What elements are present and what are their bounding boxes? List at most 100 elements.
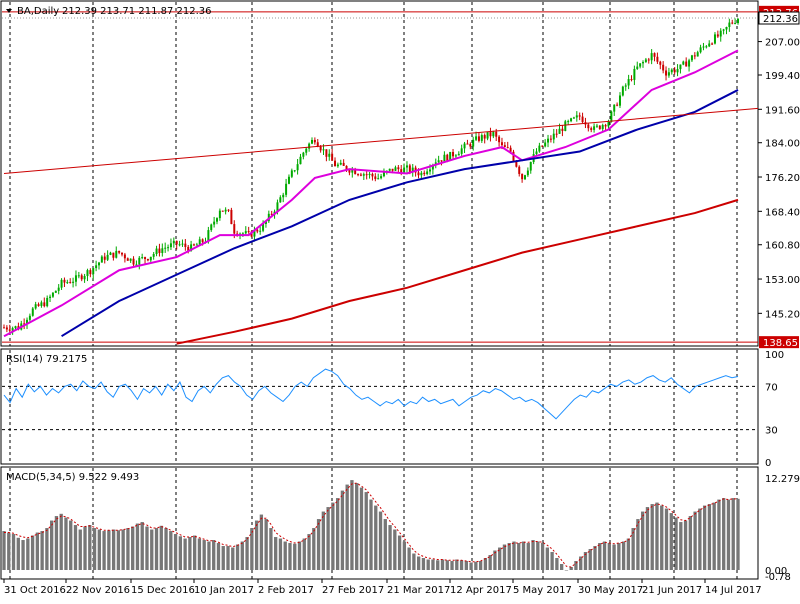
candle-body	[97, 262, 100, 266]
candle-body	[604, 125, 607, 127]
candle-body	[561, 128, 564, 131]
macd-histogram-bar	[598, 543, 602, 570]
candle-body	[233, 224, 236, 234]
price-tick-label: 199.40	[765, 71, 800, 82]
candle-body	[282, 194, 285, 198]
candle-body	[581, 116, 584, 123]
price-tick-label: 145.20	[765, 309, 800, 320]
candle-body	[109, 252, 112, 255]
macd-histogram-bar	[559, 564, 564, 570]
macd-histogram-bar	[564, 570, 569, 571]
candle-body	[380, 176, 383, 179]
candle-body	[336, 164, 339, 167]
macd-histogram-bar	[307, 534, 311, 570]
macd-histogram-bar	[688, 516, 692, 570]
macd-histogram-bar	[550, 552, 554, 570]
candle-body	[192, 244, 195, 246]
rsi-tick-label: 70	[765, 382, 778, 393]
price-tick-label: 176.20	[765, 173, 800, 184]
candle-body	[426, 171, 429, 175]
macd-panel[interactable]	[0, 466, 759, 580]
candle-body	[541, 145, 544, 147]
candle-body	[403, 167, 406, 173]
price-panel[interactable]	[0, 0, 759, 347]
candle-body	[653, 53, 656, 57]
candle-body	[429, 169, 432, 172]
macd-histogram-bar	[459, 560, 464, 570]
macd-histogram-bar	[335, 498, 340, 570]
candle-body	[34, 304, 37, 309]
price-tick-label: 168.40	[765, 207, 800, 218]
candle-body	[728, 22, 731, 28]
price-tick-label: 153.00	[765, 275, 800, 286]
macd-histogram-bar	[450, 561, 454, 570]
candle-body	[129, 258, 132, 261]
candle-body	[331, 153, 334, 161]
macd-histogram-bar	[245, 537, 249, 570]
macd-histogram-bar	[712, 502, 716, 570]
macd-histogram-bar	[388, 525, 392, 570]
candle-body	[420, 172, 423, 176]
macd-histogram-bar	[50, 520, 54, 570]
candle-body	[475, 136, 478, 140]
candle-body	[702, 46, 705, 48]
rsi-panel[interactable]	[0, 348, 759, 465]
candle-body	[37, 304, 40, 306]
macd-histogram-bar	[26, 538, 30, 570]
chart-menu-triangle-icon[interactable]	[6, 9, 12, 13]
macd-histogram-bar	[221, 546, 225, 570]
candle-body	[521, 173, 524, 180]
macd-histogram-bar	[526, 543, 530, 570]
candle-body	[472, 139, 475, 147]
candle-body	[682, 61, 685, 65]
macd-histogram-bar	[517, 543, 521, 570]
macd-histogram-bar	[16, 537, 20, 570]
candle-body	[28, 315, 31, 320]
candle-body	[400, 169, 403, 173]
time-tick-label: 21 Jun 2017	[642, 585, 702, 596]
candle-body	[480, 135, 483, 141]
trendline[interactable]	[3, 107, 759, 174]
macd-histogram-bar	[455, 559, 459, 570]
candle-body	[138, 257, 141, 265]
rsi-axis: 100 70 30 0	[765, 350, 784, 469]
candle-body	[60, 279, 63, 288]
macd-histogram-bar	[650, 504, 654, 570]
macd-histogram-bar	[45, 528, 49, 570]
rsi-title: RSI(14) 79.2175	[6, 354, 87, 365]
candle-body	[693, 55, 696, 57]
macd-histogram-bar	[88, 525, 92, 570]
candle-body	[227, 209, 230, 211]
candle-body	[374, 176, 377, 179]
macd-histogram-bar	[507, 543, 511, 570]
candle-body	[181, 243, 184, 245]
candle-body	[184, 243, 187, 247]
candle-body	[285, 183, 288, 195]
candle-body	[434, 162, 437, 165]
candle-body	[201, 239, 204, 243]
macd-histogram-bar	[574, 561, 578, 570]
candle-body	[656, 56, 659, 62]
candle-body	[452, 151, 455, 157]
candle-body	[690, 55, 693, 61]
candle-body	[509, 147, 512, 152]
candle-body	[259, 230, 262, 232]
candle-body	[670, 69, 673, 73]
candle-body	[437, 160, 440, 163]
candle-body	[570, 118, 573, 122]
macd-title: MACD(5,34,5) 9.522 9.493	[6, 472, 139, 483]
candle-body	[486, 132, 489, 139]
macd-histogram-bar	[316, 519, 321, 570]
macd-histogram-bar	[35, 532, 40, 570]
macd-histogram-bar	[250, 528, 254, 570]
macd-histogram-bar	[702, 505, 707, 570]
candle-body	[446, 154, 449, 161]
candle-body	[146, 259, 149, 261]
candle-body	[43, 302, 46, 307]
macd-histogram-bar	[569, 567, 573, 570]
ma-fast-line	[3, 49, 739, 338]
candle-body	[213, 221, 216, 225]
